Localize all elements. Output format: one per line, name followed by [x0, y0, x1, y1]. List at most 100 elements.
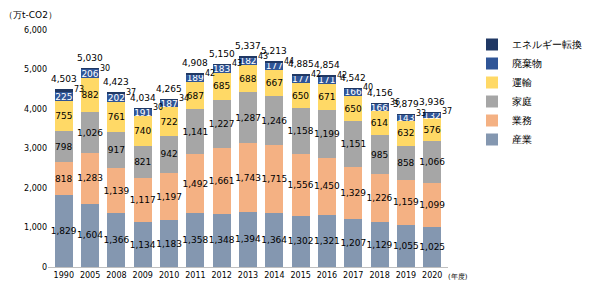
- svg-text:4,503: 4,503: [51, 74, 77, 84]
- svg-text:1,492: 1,492: [182, 179, 208, 189]
- svg-text:1,358: 1,358: [182, 235, 208, 245]
- svg-text:30: 30: [100, 64, 110, 73]
- svg-text:189: 189: [187, 73, 204, 83]
- svg-text:177: 177: [266, 61, 283, 71]
- svg-text:4,265: 4,265: [156, 84, 182, 94]
- svg-text:4,000: 4,000: [24, 105, 47, 114]
- svg-text:44: 44: [284, 57, 294, 66]
- svg-text:5,000: 5,000: [24, 65, 47, 74]
- svg-text:5,337: 5,337: [235, 41, 261, 51]
- svg-text:1,283: 1,283: [77, 173, 103, 183]
- svg-text:798: 798: [55, 142, 72, 152]
- svg-text:1,000: 1,000: [24, 223, 47, 232]
- svg-text:1,715: 1,715: [261, 174, 287, 184]
- svg-text:2013: 2013: [238, 271, 258, 280]
- svg-text:エネルギー転換: エネルギー転換: [512, 39, 582, 50]
- svg-text:1,287: 1,287: [235, 113, 261, 123]
- svg-text:1,246: 1,246: [261, 116, 287, 126]
- svg-text:1,183: 1,183: [156, 239, 182, 249]
- svg-text:761: 761: [108, 112, 125, 122]
- svg-text:1,129: 1,129: [367, 240, 393, 250]
- svg-text:運輸: 運輸: [512, 77, 532, 88]
- svg-text:廃棄物: 廃棄物: [512, 58, 542, 69]
- svg-text:2018: 2018: [369, 271, 389, 280]
- svg-text:1,141: 1,141: [182, 127, 208, 137]
- svg-text:2016: 2016: [317, 271, 337, 280]
- svg-text:1,348: 1,348: [209, 235, 235, 245]
- svg-text:650: 650: [292, 91, 309, 101]
- svg-text:1,197: 1,197: [156, 192, 182, 202]
- svg-text:1,199: 1,199: [314, 129, 340, 139]
- svg-text:687: 687: [187, 91, 204, 101]
- svg-text:1990: 1990: [54, 271, 74, 280]
- svg-text:2005: 2005: [80, 271, 100, 280]
- svg-text:818: 818: [55, 174, 72, 184]
- svg-text:4,908: 4,908: [182, 58, 208, 68]
- svg-text:2020: 2020: [422, 271, 442, 280]
- svg-text:33: 33: [416, 109, 426, 118]
- svg-text:産業: 産業: [512, 134, 532, 145]
- svg-text:206: 206: [81, 69, 98, 79]
- svg-text:171: 171: [318, 75, 335, 85]
- svg-text:5,030: 5,030: [77, 53, 103, 63]
- svg-text:37: 37: [442, 107, 452, 116]
- svg-text:202: 202: [108, 93, 125, 103]
- svg-text:2011: 2011: [185, 271, 205, 280]
- svg-text:1,066: 1,066: [419, 157, 445, 167]
- svg-text:1,026: 1,026: [77, 128, 103, 138]
- svg-text:0: 0: [42, 263, 47, 272]
- svg-text:2014: 2014: [264, 271, 284, 280]
- svg-text:34: 34: [179, 94, 189, 103]
- svg-text:858: 858: [397, 158, 414, 168]
- svg-text:43: 43: [258, 52, 268, 61]
- svg-text:942: 942: [160, 149, 177, 159]
- svg-text:4,885: 4,885: [288, 59, 314, 69]
- svg-text:2015: 2015: [290, 271, 310, 280]
- svg-text:1,055: 1,055: [393, 241, 419, 251]
- svg-text:1,207: 1,207: [340, 238, 366, 248]
- svg-text:5,213: 5,213: [261, 46, 287, 56]
- svg-text:42: 42: [311, 70, 321, 79]
- svg-text:2019: 2019: [396, 271, 416, 280]
- svg-text:1,099: 1,099: [419, 200, 445, 210]
- svg-text:755: 755: [55, 111, 72, 121]
- svg-text:143: 143: [397, 113, 414, 123]
- svg-text:73: 73: [74, 85, 84, 94]
- svg-text:3,879: 3,879: [393, 99, 419, 109]
- svg-text:42: 42: [337, 71, 347, 80]
- svg-text:3,000: 3,000: [24, 144, 47, 153]
- svg-text:1,743: 1,743: [235, 173, 261, 183]
- svg-text:4,423: 4,423: [103, 77, 129, 87]
- svg-text:1,139: 1,139: [103, 186, 129, 196]
- svg-text:43: 43: [232, 59, 242, 68]
- svg-text:3,936: 3,936: [419, 97, 445, 107]
- svg-text:685: 685: [213, 81, 230, 91]
- svg-text:177: 177: [292, 74, 309, 84]
- svg-text:821: 821: [134, 157, 151, 167]
- svg-text:42: 42: [205, 69, 215, 78]
- svg-text:1,604: 1,604: [77, 230, 103, 240]
- svg-text:1,556: 1,556: [288, 180, 314, 190]
- svg-text:4,156: 4,156: [367, 88, 393, 98]
- svg-text:1,151: 1,151: [340, 139, 366, 149]
- svg-text:1,227: 1,227: [209, 119, 235, 129]
- svg-text:4,542: 4,542: [340, 73, 366, 83]
- svg-text:業務: 業務: [512, 115, 532, 126]
- svg-text:225: 225: [55, 92, 72, 102]
- svg-text:1,329: 1,329: [340, 188, 366, 198]
- svg-text:40: 40: [363, 83, 373, 92]
- svg-text:2012: 2012: [212, 271, 232, 280]
- svg-text:1,302: 1,302: [288, 236, 314, 246]
- svg-text:2010: 2010: [159, 271, 179, 280]
- svg-text:1,158: 1,158: [288, 126, 314, 136]
- svg-text:1,394: 1,394: [235, 234, 261, 244]
- svg-text:1,025: 1,025: [419, 242, 445, 252]
- svg-text:614: 614: [371, 118, 388, 128]
- svg-text:2,000: 2,000: [24, 184, 47, 193]
- svg-text:985: 985: [371, 150, 388, 160]
- svg-text:132: 132: [424, 111, 441, 121]
- svg-text:632: 632: [397, 128, 414, 138]
- svg-text:30: 30: [153, 103, 163, 112]
- svg-text:1,661: 1,661: [209, 176, 235, 186]
- svg-text:1,364: 1,364: [261, 235, 287, 245]
